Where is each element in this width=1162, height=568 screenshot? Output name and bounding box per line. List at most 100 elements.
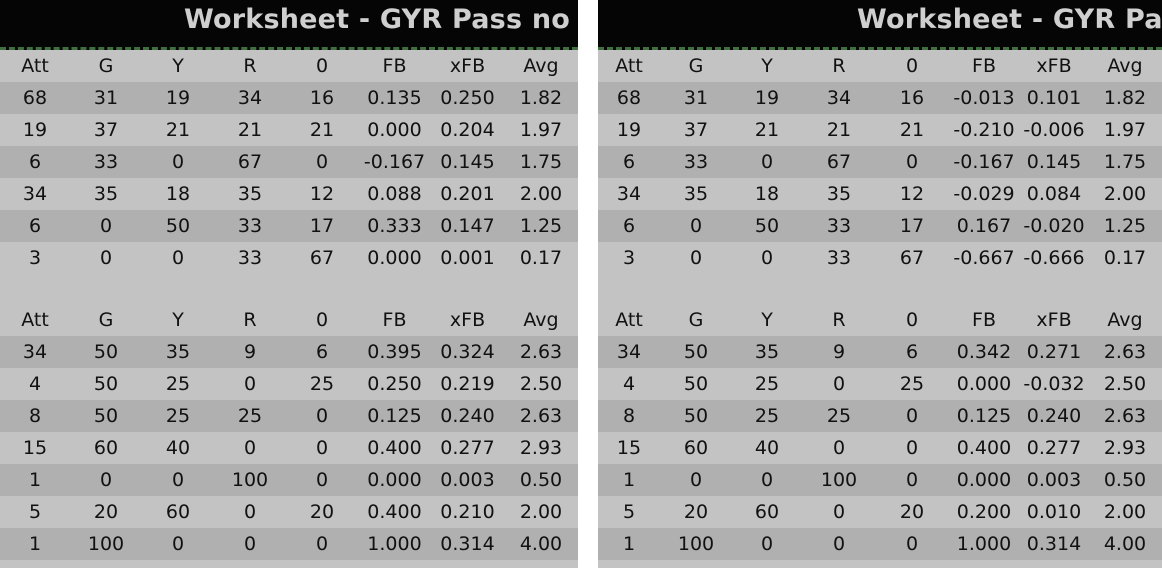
column-header: R xyxy=(802,304,876,336)
table-cell: 20 xyxy=(660,496,732,528)
table-cell: 0 xyxy=(286,464,358,496)
table-cell: 33 xyxy=(802,210,876,242)
table-cell: 4.00 xyxy=(504,528,578,560)
table-cell: 0 xyxy=(70,210,142,242)
table-cell: 21 xyxy=(802,114,876,146)
column-header: FB xyxy=(358,50,431,82)
column-header: R xyxy=(214,304,286,336)
table-cell: 9 xyxy=(802,336,876,368)
table-cell: 0.000 xyxy=(358,242,431,274)
table-cell: 1.25 xyxy=(504,210,578,242)
table-cell: 0.147 xyxy=(431,210,504,242)
table-cell: 35 xyxy=(214,178,286,210)
table-cell: 0.400 xyxy=(948,432,1020,464)
table-row: 68 31 19 34 16 0.135 0.250 1.82 xyxy=(0,82,578,114)
table-cell: 2.00 xyxy=(1088,496,1162,528)
table-cell: 0.17 xyxy=(1088,242,1162,274)
table-cell: 34 xyxy=(0,336,70,368)
table-cell: 25 xyxy=(732,368,802,400)
column-header: Y xyxy=(142,50,214,82)
table-cell: -0.006 xyxy=(1020,114,1088,146)
table-cell: 50 xyxy=(660,368,732,400)
table-cell: 2.50 xyxy=(1088,368,1162,400)
table-cell: 34 xyxy=(598,336,660,368)
table-cell: 15 xyxy=(0,432,70,464)
table-cell: 25 xyxy=(142,400,214,432)
table-row: 1 0 0 100 0 0.000 0.003 0.50 xyxy=(0,464,578,496)
table-cell: 31 xyxy=(70,82,142,114)
table-cell: 0.135 xyxy=(358,82,431,114)
table-cell: 40 xyxy=(732,432,802,464)
table-cell: 3 xyxy=(0,242,70,274)
table-row: 5 20 60 0 20 0.400 0.210 2.00 xyxy=(0,496,578,528)
table-cell: 0.084 xyxy=(1020,178,1088,210)
table-cell: 0.50 xyxy=(1088,464,1162,496)
table-cell: 68 xyxy=(0,82,70,114)
table-cell: -0.013 xyxy=(948,82,1020,114)
table-cell: 18 xyxy=(142,178,214,210)
stats-table-bottom: Att G Y R 0 FB xFB Avg 34 50 35 9 6 0.395 0.324 2.63 4 50… xyxy=(0,304,578,560)
table-cell: 6 xyxy=(598,146,660,178)
table-cell: 60 xyxy=(732,496,802,528)
table-cell: 33 xyxy=(214,210,286,242)
table-cell: 0.010 xyxy=(1020,496,1088,528)
table-cell: 50 xyxy=(70,400,142,432)
table-cell: 33 xyxy=(214,242,286,274)
table-cell: 0 xyxy=(286,146,358,178)
table-row: 1 0 0 100 0 0.000 0.003 0.50 xyxy=(598,464,1162,496)
table-cell: 67 xyxy=(286,242,358,274)
table-cell: 33 xyxy=(70,146,142,178)
table-cell: 0 xyxy=(876,528,948,560)
table-cell: 4.00 xyxy=(1088,528,1162,560)
table-cell: 2.00 xyxy=(504,496,578,528)
table-header-row: Att G Y R 0 FB xFB Avg xyxy=(598,50,1162,82)
table-cell: 21 xyxy=(286,114,358,146)
table-cell: 0.204 xyxy=(431,114,504,146)
column-header: Att xyxy=(598,50,660,82)
table-row: 4 50 25 0 25 0.250 0.219 2.50 xyxy=(0,368,578,400)
table-cell: 0 xyxy=(660,242,732,274)
column-header: R xyxy=(214,50,286,82)
column-header: xFB xyxy=(431,50,504,82)
table-cell: 25 xyxy=(802,400,876,432)
table-cell: 1.000 xyxy=(358,528,431,560)
table-cell: 0.277 xyxy=(431,432,504,464)
table-cell: 21 xyxy=(876,114,948,146)
column-header: R xyxy=(802,50,876,82)
table-cell: 0 xyxy=(214,432,286,464)
table-cell: 2.63 xyxy=(504,336,578,368)
table-cell: 1.82 xyxy=(504,82,578,114)
table-cell: 60 xyxy=(142,496,214,528)
table-cell: 35 xyxy=(802,178,876,210)
table-cell: 19 xyxy=(732,82,802,114)
table-row: 3 0 0 33 67 -0.667 -0.666 0.17 xyxy=(598,242,1162,274)
column-header: Avg xyxy=(1088,304,1162,336)
column-header: xFB xyxy=(1020,304,1088,336)
table-cell: 0.333 xyxy=(358,210,431,242)
table-cell: 1.75 xyxy=(1088,146,1162,178)
table-header-row: Att G Y R 0 FB xFB Avg xyxy=(0,50,578,82)
table-cell: 35 xyxy=(70,178,142,210)
table-cell: 0 xyxy=(802,432,876,464)
table-cell: 3 xyxy=(598,242,660,274)
column-header: xFB xyxy=(1020,50,1088,82)
table-cell: 6 xyxy=(286,336,358,368)
table-cell: 0.125 xyxy=(948,400,1020,432)
worksheet-titlebar: Worksheet - GYR Pass xyxy=(598,0,1162,50)
table-cell: 0 xyxy=(802,496,876,528)
table-cell: 6 xyxy=(876,336,948,368)
table-cell: 0 xyxy=(70,242,142,274)
table-cell: -0.666 xyxy=(1020,242,1088,274)
column-header: G xyxy=(660,50,732,82)
table-cell: 0.145 xyxy=(431,146,504,178)
table-cell: 20 xyxy=(286,496,358,528)
table-cell: 0 xyxy=(142,528,214,560)
table-gap xyxy=(598,274,1162,304)
table-cell: 0.210 xyxy=(431,496,504,528)
column-header: Y xyxy=(732,304,802,336)
table-row: 6 33 0 67 0 -0.167 0.145 1.75 xyxy=(598,146,1162,178)
table-cell: 2.00 xyxy=(504,178,578,210)
table-row: 34 35 18 35 12 -0.029 0.084 2.00 xyxy=(598,178,1162,210)
table-cell: 60 xyxy=(660,432,732,464)
table-cell: 31 xyxy=(660,82,732,114)
